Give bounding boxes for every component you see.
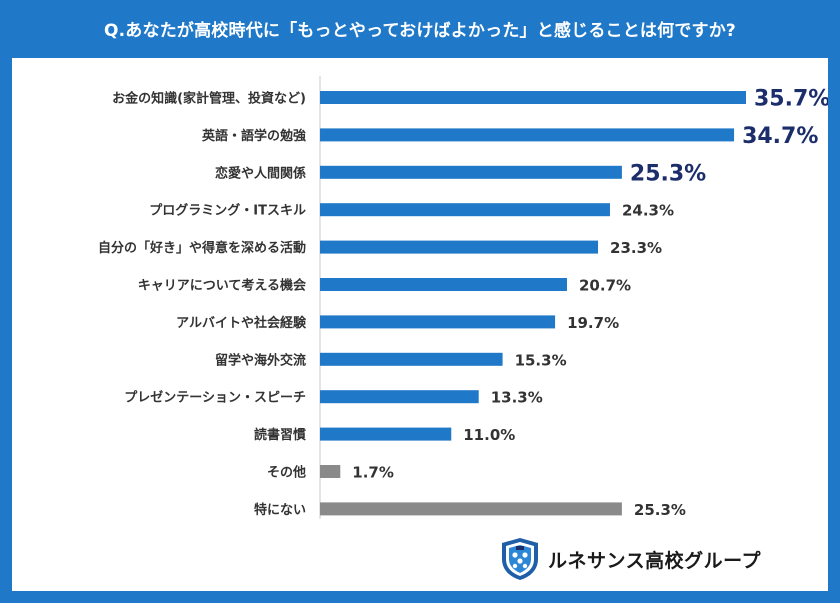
value-label: 23.3% xyxy=(610,239,662,257)
value-label: 25.3% xyxy=(630,161,706,186)
bar xyxy=(320,91,746,104)
brand-logo-text: ルネサンス高校グループ xyxy=(548,549,761,572)
bar xyxy=(320,203,610,217)
bar xyxy=(320,315,556,329)
category-label: その他 xyxy=(267,465,306,481)
chart-panel: お金の知識(家計管理、投資など) 35.7% 英語・語学の勉強 34.7% 恋愛や人間関… xyxy=(12,58,828,591)
value-label: 19.7% xyxy=(567,314,619,332)
category-label: お金の知識(家計管理、投資など) xyxy=(112,91,306,107)
bar xyxy=(320,240,599,254)
value-label: 20.7% xyxy=(579,277,631,295)
bar xyxy=(320,165,622,179)
value-label: 34.7% xyxy=(742,124,818,149)
value-label: 15.3% xyxy=(515,351,567,369)
category-label: プログラミング・ITスキル xyxy=(149,203,306,219)
category-label: 留学や海外交流 xyxy=(215,352,306,368)
category-label: アルバイトや社会経験 xyxy=(176,315,307,331)
value-label: 25.3% xyxy=(634,501,686,519)
bar xyxy=(320,465,341,478)
bar xyxy=(320,278,568,291)
bar xyxy=(320,390,479,404)
chart-title: Q.あなたが高校時代に「もっとやっておけばよかった」と感じることは何ですか? xyxy=(103,20,736,41)
bar xyxy=(320,502,622,516)
value-label: 35.7% xyxy=(754,87,828,112)
category-label: 英語・語学の勉強 xyxy=(201,128,306,144)
brand-logo: ルネサンス高校グループ xyxy=(500,537,761,581)
bar xyxy=(320,427,452,441)
bar xyxy=(320,352,503,366)
shield-crest-icon xyxy=(502,538,538,580)
value-label: 24.3% xyxy=(622,202,674,220)
value-label: 1.7% xyxy=(352,464,394,482)
category-label: 恋愛や人間関係 xyxy=(215,165,306,181)
category-label: キャリアについて考える機会 xyxy=(138,278,307,294)
category-label: 読書習慣 xyxy=(254,427,306,443)
category-label: 自分の「好き」や得意を深める活動 xyxy=(98,240,306,256)
category-label: 特にない xyxy=(254,502,306,518)
value-label: 11.0% xyxy=(463,426,515,444)
value-label: 13.3% xyxy=(491,389,543,407)
category-label: プレゼンテーション・スピーチ xyxy=(124,390,306,406)
bar xyxy=(320,128,735,142)
bar-chart: お金の知識(家計管理、投資など) 35.7% 英語・語学の勉強 34.7% 恋愛や人間関… xyxy=(98,76,828,519)
